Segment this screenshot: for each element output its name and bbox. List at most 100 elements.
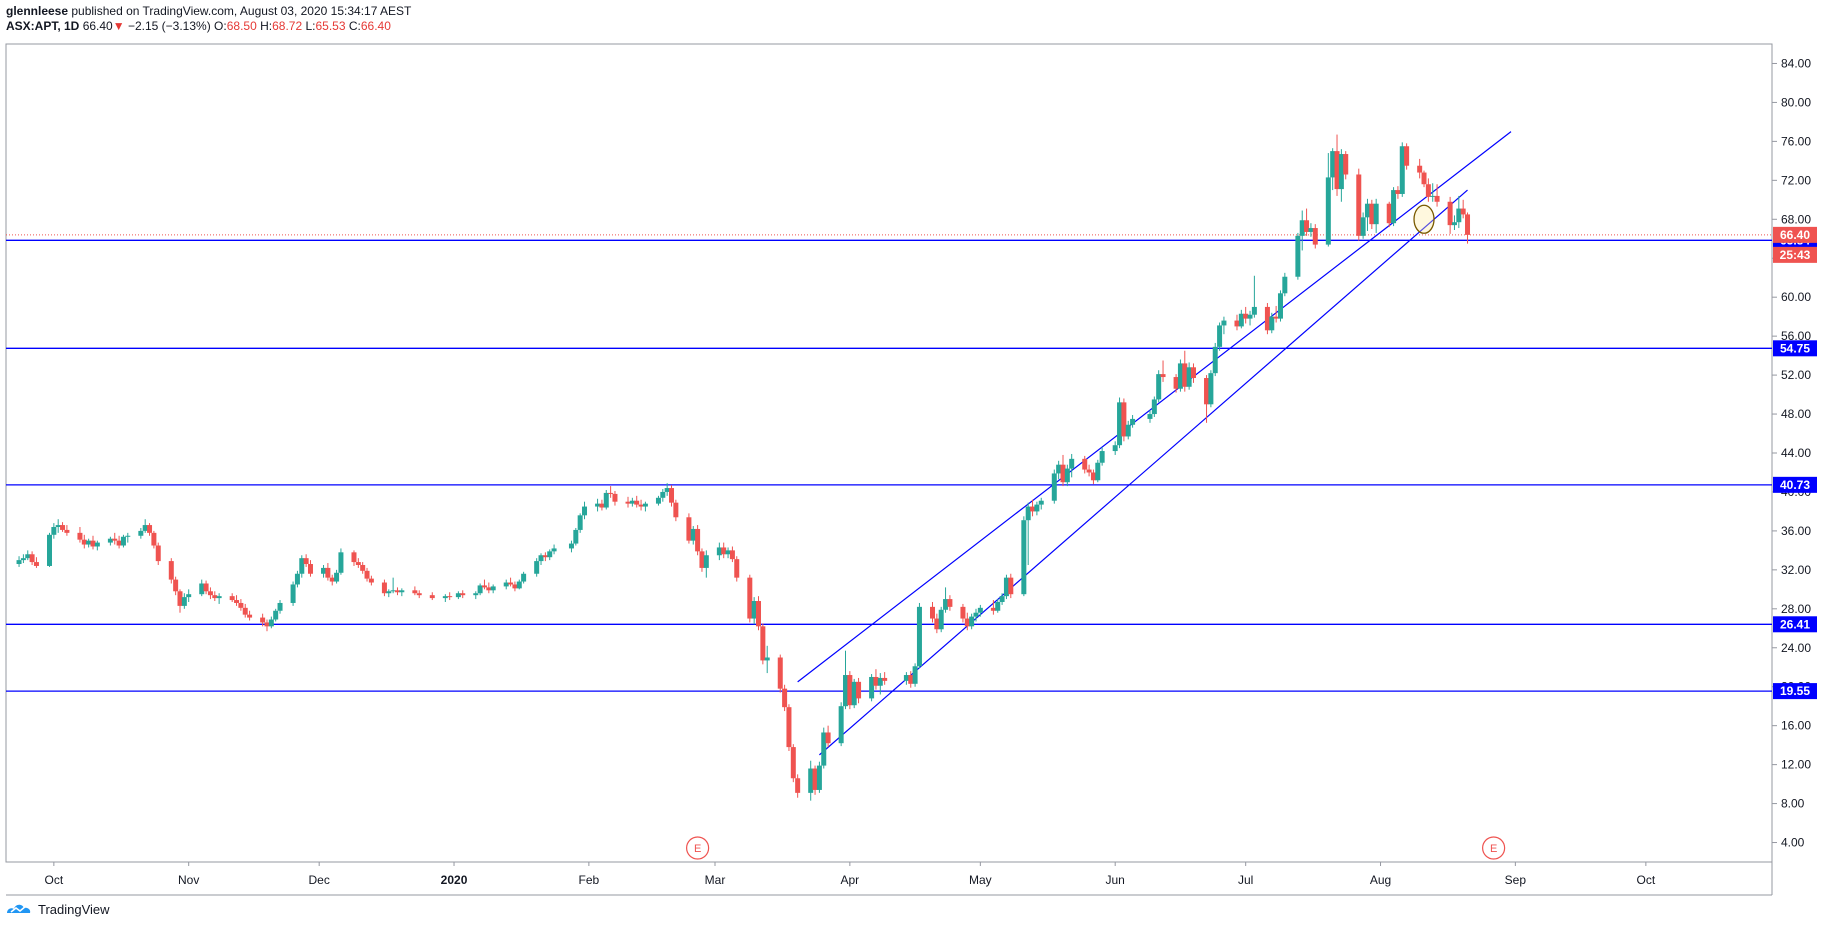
candle[interactable] (477, 583, 483, 596)
candle[interactable] (642, 501, 648, 512)
candle[interactable] (260, 613, 266, 627)
candle[interactable] (299, 555, 305, 578)
candle[interactable] (1421, 170, 1427, 188)
tradingview-footer[interactable]: TradingView (6, 901, 110, 917)
candle[interactable] (1465, 212, 1471, 244)
candle[interactable] (1151, 396, 1157, 417)
candle[interactable] (995, 599, 1001, 613)
candle[interactable] (1356, 168, 1362, 241)
candle[interactable] (973, 608, 979, 622)
candle[interactable] (703, 550, 709, 578)
candle[interactable] (20, 554, 26, 564)
candle[interactable] (1212, 342, 1218, 377)
candle[interactable] (325, 563, 331, 581)
candle[interactable] (1417, 158, 1423, 179)
candle[interactable] (16, 556, 22, 567)
candle[interactable] (1295, 232, 1301, 280)
candle[interactable] (608, 486, 614, 498)
candle[interactable] (33, 557, 39, 568)
candle[interactable] (686, 513, 692, 544)
candle[interactable] (634, 495, 640, 508)
candle[interactable] (851, 678, 857, 709)
candle[interactable] (1030, 499, 1036, 517)
candle[interactable] (729, 546, 735, 563)
candle[interactable] (390, 577, 396, 594)
candle[interactable] (429, 592, 435, 601)
candle[interactable] (1217, 322, 1223, 351)
candle[interactable] (1186, 362, 1192, 390)
candle[interactable] (81, 534, 87, 549)
candle[interactable] (1038, 497, 1044, 510)
candle[interactable] (329, 574, 335, 586)
candle[interactable] (1334, 134, 1340, 196)
candle[interactable] (1156, 370, 1162, 403)
candle[interactable] (1099, 447, 1105, 466)
candle[interactable] (1147, 410, 1153, 423)
candle[interactable] (638, 499, 644, 511)
candle[interactable] (355, 558, 361, 568)
candle[interactable] (1399, 142, 1405, 197)
candle[interactable] (660, 489, 666, 502)
earnings-event-marker[interactable] (686, 836, 710, 860)
candle[interactable] (473, 591, 479, 600)
candle[interactable] (1264, 303, 1270, 335)
candle[interactable] (582, 501, 588, 520)
candle[interactable] (490, 584, 496, 594)
candle[interactable] (1021, 516, 1027, 597)
candle[interactable] (1312, 224, 1318, 249)
candle[interactable] (229, 593, 235, 602)
candle[interactable] (442, 594, 448, 602)
candle[interactable] (843, 650, 849, 710)
candle[interactable] (321, 564, 327, 578)
candle[interactable] (86, 538, 92, 548)
candle[interactable] (1086, 464, 1092, 477)
candle[interactable] (1338, 149, 1344, 202)
candle[interactable] (1386, 201, 1392, 228)
candle[interactable] (177, 589, 183, 613)
candle[interactable] (247, 610, 253, 621)
candle[interactable] (990, 600, 996, 615)
highlight-circle[interactable] (1413, 204, 1435, 234)
candle[interactable] (877, 673, 883, 695)
candle[interactable] (903, 672, 909, 685)
candle[interactable] (460, 590, 466, 599)
candle[interactable] (486, 582, 492, 594)
candle[interactable] (481, 579, 487, 590)
symbol-interval[interactable]: ASX:APT, 1D (6, 19, 80, 33)
candle[interactable] (1273, 305, 1279, 323)
candle[interactable] (512, 581, 518, 592)
candle[interactable] (338, 548, 344, 575)
candle[interactable] (1160, 360, 1166, 382)
candle[interactable] (64, 525, 70, 536)
candle[interactable] (912, 663, 918, 687)
candle[interactable] (516, 579, 522, 590)
candle[interactable] (1034, 501, 1040, 516)
publisher-name[interactable]: glennleese (6, 4, 69, 18)
candle[interactable] (238, 599, 244, 611)
candle[interactable] (577, 513, 583, 533)
candle[interactable] (1190, 363, 1196, 383)
candle[interactable] (386, 589, 392, 598)
candle[interactable] (294, 570, 300, 588)
candle[interactable] (94, 540, 100, 551)
candle[interactable] (1308, 223, 1314, 237)
candle[interactable] (120, 534, 126, 548)
candle[interactable] (1051, 469, 1057, 504)
candle[interactable] (181, 593, 187, 609)
candle[interactable] (1434, 184, 1440, 207)
candle[interactable] (908, 671, 914, 688)
candle[interactable] (725, 547, 731, 559)
candle[interactable] (168, 558, 174, 584)
candle[interactable] (964, 612, 970, 631)
candle[interactable] (542, 552, 548, 562)
candle[interactable] (1182, 350, 1188, 392)
candle[interactable] (716, 542, 722, 561)
candle[interactable] (1299, 210, 1305, 251)
candle[interactable] (629, 497, 635, 507)
candle[interactable] (1125, 420, 1131, 440)
candle[interactable] (242, 603, 248, 618)
candle[interactable] (1204, 375, 1210, 423)
candle[interactable] (547, 549, 553, 561)
candle[interactable] (399, 588, 405, 597)
candle[interactable] (1330, 148, 1336, 191)
